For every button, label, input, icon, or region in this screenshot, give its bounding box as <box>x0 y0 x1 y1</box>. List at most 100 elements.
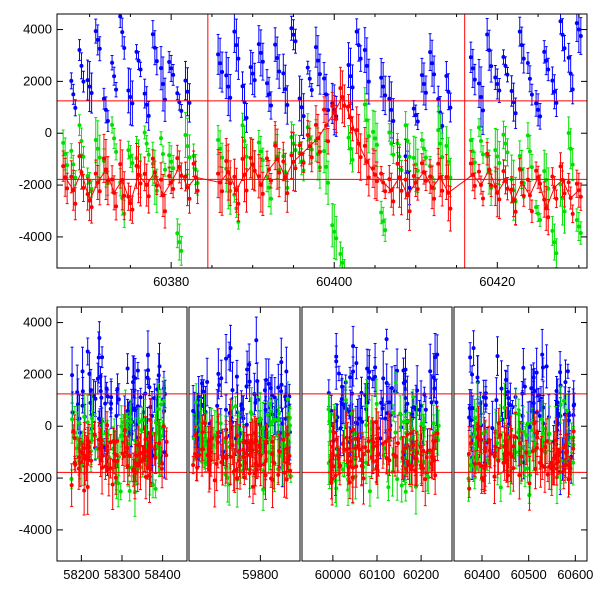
data-point <box>130 207 135 212</box>
data-point-blue <box>527 65 532 93</box>
data-point <box>137 420 142 425</box>
data-point-blue <box>479 66 483 128</box>
data-point <box>509 88 514 93</box>
data-point <box>152 446 157 451</box>
data-point-red <box>487 155 492 185</box>
data-point <box>448 206 453 211</box>
data-point <box>103 464 108 469</box>
data-point <box>332 229 337 234</box>
data-point <box>346 135 351 140</box>
data-point <box>236 56 241 61</box>
data-point <box>338 86 343 91</box>
data-point-blue <box>258 29 263 77</box>
data-point-red <box>330 91 335 121</box>
data-point <box>130 380 135 385</box>
data-point <box>200 381 205 386</box>
data-point <box>98 374 103 379</box>
data-point-blue <box>273 27 278 62</box>
data-point <box>247 379 252 384</box>
data-point <box>444 143 449 148</box>
data-point-red <box>228 160 233 207</box>
data-point <box>265 412 270 417</box>
data-point <box>150 156 155 161</box>
data-point <box>266 450 271 455</box>
data-point <box>495 190 500 195</box>
data-point <box>301 160 306 165</box>
series-red <box>69 397 169 516</box>
data-point-green <box>119 405 124 448</box>
data-point <box>163 209 167 214</box>
data-point-red <box>446 164 451 222</box>
data-point <box>159 136 163 141</box>
data-point <box>144 102 149 107</box>
data-point-blue <box>267 76 271 112</box>
data-point-blue <box>118 14 123 29</box>
data-point <box>550 228 555 233</box>
data-point <box>89 91 94 96</box>
data-point <box>78 460 83 465</box>
data-point <box>85 420 90 425</box>
data-point-green <box>175 218 180 249</box>
data-point-red <box>315 113 320 163</box>
x-tick-label: 58200 <box>63 567 99 582</box>
data-point <box>285 191 290 196</box>
data-point <box>281 159 286 164</box>
data-point <box>118 489 123 494</box>
data-point-green <box>350 147 355 173</box>
data-point-green <box>574 208 579 232</box>
data-point-blue <box>138 61 143 78</box>
data-point-green <box>497 140 502 186</box>
data-point-blue <box>93 18 98 44</box>
series-green <box>61 87 583 268</box>
data-point-green <box>383 218 388 242</box>
data-point <box>108 440 113 445</box>
data-point-green <box>472 151 477 174</box>
data-point-red <box>468 150 473 177</box>
data-point <box>115 386 120 391</box>
data-point <box>279 389 284 394</box>
data-point-blue <box>283 64 288 114</box>
data-point <box>419 161 424 166</box>
data-point-red <box>138 160 143 207</box>
data-point <box>138 181 143 186</box>
data-point-green <box>324 139 329 195</box>
data-point <box>546 67 551 72</box>
data-point <box>154 430 159 435</box>
data-point <box>576 224 581 229</box>
data-point-blue <box>224 394 229 425</box>
data-point-blue <box>130 80 135 127</box>
data-point <box>324 123 329 128</box>
data-point <box>566 55 571 60</box>
data-point <box>493 184 498 189</box>
data-point-green <box>161 145 165 163</box>
data-point-green <box>183 112 188 158</box>
data-point-blue <box>487 29 492 71</box>
data-point-blue <box>91 379 96 413</box>
data-point-red <box>150 149 155 168</box>
data-point-blue <box>307 70 312 88</box>
data-point-blue <box>220 51 225 93</box>
data-point-blue <box>136 51 141 71</box>
data-point <box>99 438 104 443</box>
data-point <box>125 463 130 468</box>
data-point <box>493 75 498 80</box>
data-point <box>267 185 271 190</box>
data-point-blue <box>566 42 571 73</box>
data-point <box>156 373 161 378</box>
data-point-blue <box>228 74 233 122</box>
data-point-red <box>283 152 288 202</box>
data-point <box>313 122 318 127</box>
data-point <box>216 52 221 57</box>
data-point <box>114 87 119 92</box>
data-point-red <box>87 180 92 222</box>
data-point-red <box>527 180 532 210</box>
data-point <box>493 148 498 153</box>
data-point-red <box>244 168 249 213</box>
data-point <box>77 48 82 53</box>
data-point-blue <box>185 67 190 117</box>
data-point-green <box>265 401 270 429</box>
data-point <box>554 251 559 256</box>
data-point <box>232 29 237 34</box>
data-point <box>228 181 233 186</box>
data-point <box>468 55 473 60</box>
